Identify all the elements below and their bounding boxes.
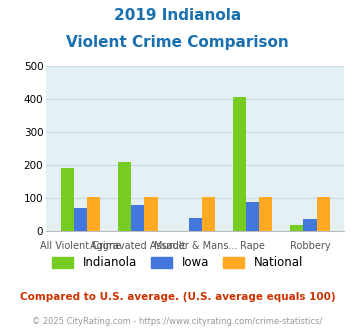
Bar — [202, 197, 215, 231]
Bar — [290, 225, 304, 231]
Bar — [87, 197, 100, 231]
Text: Violent Crime Comparison: Violent Crime Comparison — [66, 35, 289, 50]
Text: Compared to U.S. average. (U.S. average equals 100): Compared to U.S. average. (U.S. average … — [20, 292, 335, 302]
Bar — [259, 197, 272, 231]
Bar — [144, 197, 158, 231]
Text: Murder & Mans...: Murder & Mans... — [153, 241, 237, 251]
Bar — [131, 205, 144, 231]
Text: Rape: Rape — [240, 241, 265, 251]
Bar — [118, 162, 131, 231]
Legend: Indianola, Iowa, National: Indianola, Iowa, National — [47, 252, 308, 274]
Bar — [304, 219, 317, 231]
Bar — [233, 97, 246, 231]
Bar — [246, 202, 259, 231]
Text: 2019 Indianola: 2019 Indianola — [114, 8, 241, 23]
Bar — [317, 197, 330, 231]
Bar — [189, 218, 202, 231]
Text: All Violent Crime: All Violent Crime — [40, 241, 121, 251]
Text: Aggravated Assault: Aggravated Assault — [90, 241, 186, 251]
Bar — [61, 168, 74, 231]
Text: Robbery: Robbery — [290, 241, 330, 251]
Bar — [74, 208, 87, 231]
Text: © 2025 CityRating.com - https://www.cityrating.com/crime-statistics/: © 2025 CityRating.com - https://www.city… — [32, 317, 323, 326]
